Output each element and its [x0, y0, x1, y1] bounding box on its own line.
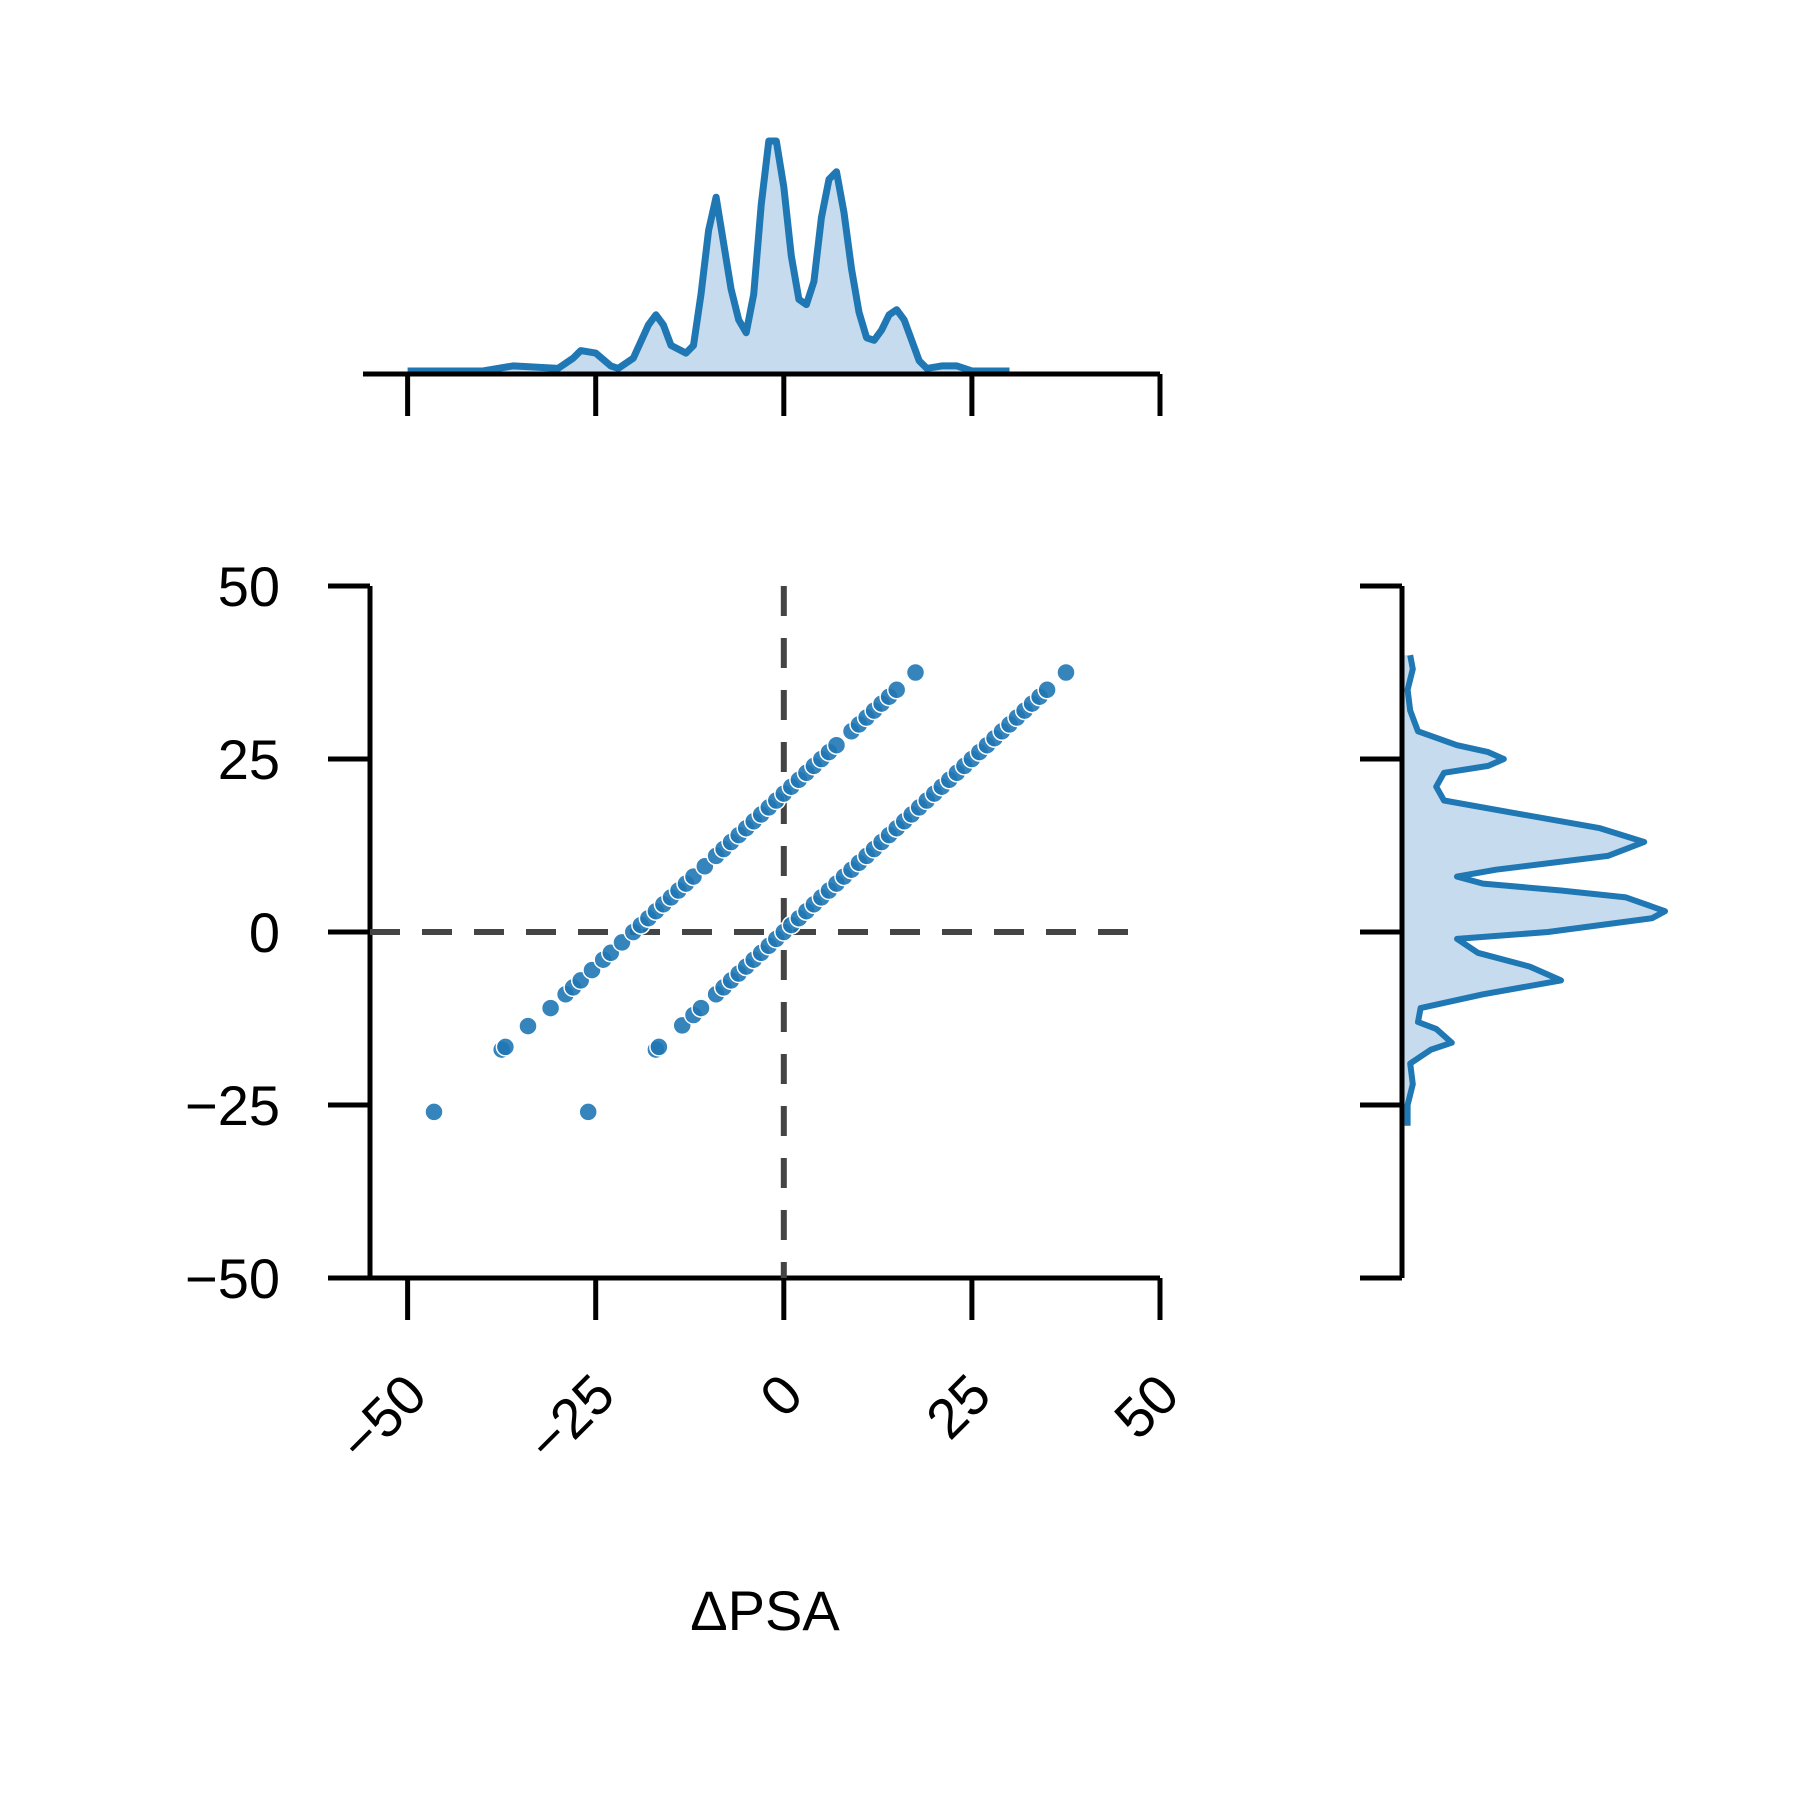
x-tick-label: 25	[914, 1362, 1003, 1451]
scatter-point	[1037, 680, 1057, 700]
right-density-line	[1404, 654, 1668, 1126]
top-marginal-ticks	[405, 374, 1163, 416]
scatter-points	[424, 662, 1076, 1122]
scatter-point	[826, 735, 847, 755]
top-marginal-density	[363, 137, 1163, 416]
scatter-point	[886, 680, 907, 700]
scatter-point	[540, 998, 561, 1018]
main-scatter-plot: −50 −25 0 25 50 50 25 0 −25 −50 ΔPSA	[185, 555, 1190, 1642]
x-tick-label: −25	[514, 1362, 626, 1474]
scatter-point	[649, 1037, 669, 1057]
x-axis-title: ΔPSA	[690, 1579, 840, 1642]
scatter-point	[518, 1016, 538, 1036]
y-tick-label: 25	[218, 728, 280, 791]
scatter-point	[905, 662, 926, 683]
y-tick-label: −25	[185, 1074, 280, 1137]
y-tick-label: 50	[218, 555, 280, 618]
scatter-point	[691, 998, 711, 1018]
right-marginal-density	[1360, 583, 1668, 1281]
y-tick-label: −50	[185, 1247, 280, 1310]
x-tick-label: −50	[326, 1362, 438, 1474]
top-density-line	[407, 137, 1010, 375]
right-marginal-ticks	[1360, 583, 1402, 1281]
y-tick-label: 0	[249, 901, 280, 964]
scatter-point	[424, 1102, 444, 1122]
scatter-point	[578, 1102, 598, 1122]
scatter-point	[1056, 662, 1076, 683]
scatter-point	[495, 1037, 516, 1057]
x-tick-label: 0	[748, 1362, 815, 1429]
x-tick-label: 50	[1102, 1362, 1191, 1451]
y-axis-ticks: 50 25 0 −25 −50	[185, 555, 370, 1310]
x-axis-ticks: −50 −25 0 25 50	[326, 1278, 1190, 1474]
